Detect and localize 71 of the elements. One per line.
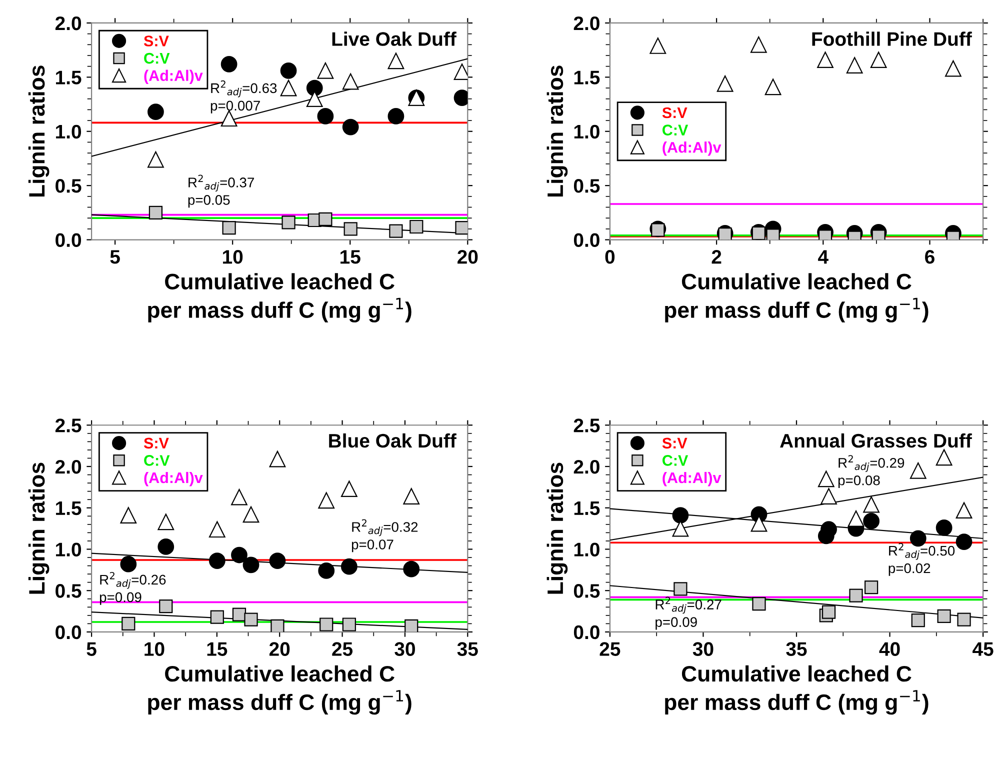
x-tick-label: 25: [600, 642, 620, 656]
legend-label: (Ad:Al)v: [144, 70, 203, 84]
annotation: R$^{2}$$_{adj}$=0.37 p=0.05: [188, 174, 254, 208]
y-tick-label: 2.5: [574, 418, 600, 432]
x-axis-title: Cumulative leached C per mass duff C (mg g$^{−1}$): [148, 665, 412, 715]
y-tick-label: 1.5: [574, 70, 600, 84]
legend-label: (Ad:Al)v: [144, 472, 203, 486]
x-tick-label: 10: [222, 250, 243, 264]
y-tick-label: 1.0: [574, 542, 600, 556]
y-tick-label: 1.5: [56, 502, 82, 516]
y-axis-title: Lignin ratios: [28, 66, 50, 197]
legend-label: S:V: [662, 107, 688, 118]
y-tick-label: 0.0: [574, 233, 600, 247]
x-tick-label: 35: [457, 642, 478, 656]
legend-label: (Ad:Al)v: [662, 142, 722, 156]
y-tick-label: 2.5: [55, 418, 82, 432]
chart-title: Live Oak Duff: [332, 32, 456, 46]
x-tick-label: 25: [332, 642, 353, 656]
annotation: R$^{2}$$_{adj}$=0.63 p=0.007: [210, 80, 277, 114]
y-tick-label: 2.0: [55, 16, 82, 30]
x-tick-label: 0: [605, 250, 615, 264]
x-tick-label: 35: [786, 642, 807, 656]
y-axis-title: Lignin ratios: [546, 66, 568, 197]
annotation: R$^{2}$$_{adj}$=0.50 p=0.02: [888, 543, 955, 576]
x-tick-label: 15: [207, 642, 228, 656]
x-tick-label: 20: [269, 642, 290, 656]
y-tick-label: 0.0: [56, 233, 82, 247]
y-tick-label: 1.5: [56, 70, 82, 84]
chart-title: Annual Grasses Duff: [780, 433, 972, 448]
y-tick-label: 2.0: [574, 460, 600, 474]
x-tick-label: 6: [925, 250, 934, 264]
x-tick-label: 20: [458, 250, 478, 264]
x-tick-label: 5: [86, 642, 96, 656]
x-tick-label: 2: [712, 250, 722, 264]
x-tick-label: 15: [340, 250, 360, 264]
legend-label: S:V: [662, 438, 688, 449]
y-tick-label: 1.0: [56, 542, 82, 556]
y-tick-label: 1.5: [574, 502, 600, 516]
y-tick-label: 0.5: [56, 179, 82, 193]
legend-label: (Ad:Al)v: [662, 472, 722, 486]
x-tick-label: 30: [394, 642, 415, 656]
legend-label: C:V: [144, 52, 170, 64]
y-tick-label: 1.0: [56, 124, 82, 139]
y-tick-label: 2.0: [574, 16, 600, 30]
x-tick-label: 10: [144, 642, 164, 656]
x-tick-label: 30: [692, 642, 714, 656]
legend-label: S:V: [144, 36, 169, 46]
legend-label: S:V: [144, 438, 169, 449]
annotation: R$^{2}$$_{adj}$=0.29 p=0.08: [838, 455, 904, 488]
y-tick-label: 1.0: [574, 124, 600, 139]
legend-label: C:V: [144, 455, 170, 466]
y-tick-label: 0.5: [56, 584, 82, 598]
legend-label: C:V: [662, 455, 688, 466]
chart-title: Blue Oak Duff: [329, 433, 456, 448]
x-axis-title: Cumulative leached C per mass duff C (mg g$^{−1}$): [148, 273, 412, 322]
x-axis-title: Cumulative leached C per mass duff C (mg g$^{−1}$): [665, 273, 928, 322]
y-tick-label: 0.5: [574, 179, 600, 193]
y-axis-title: Lignin ratios: [546, 462, 568, 594]
y-tick-label: 0.0: [56, 625, 82, 640]
annotation: R$^{2}$$_{adj}$=0.32 p=0.07: [352, 519, 418, 552]
y-tick-label: 2.0: [55, 460, 82, 474]
y-axis-title: Lignin ratios: [28, 462, 50, 594]
y-tick-label: 0.5: [574, 584, 600, 598]
x-tick-label: 5: [110, 250, 120, 264]
x-tick-label: 45: [972, 642, 994, 656]
chart-title: Foothill Pine Duff: [812, 32, 972, 46]
legend-label: C:V: [662, 124, 688, 136]
x-axis-title: Cumulative leached C per mass duff C (mg g$^{−1}$): [665, 665, 928, 715]
x-tick-label: 4: [818, 250, 828, 264]
x-tick-label: 40: [879, 642, 900, 656]
y-tick-label: 0.0: [574, 625, 600, 640]
